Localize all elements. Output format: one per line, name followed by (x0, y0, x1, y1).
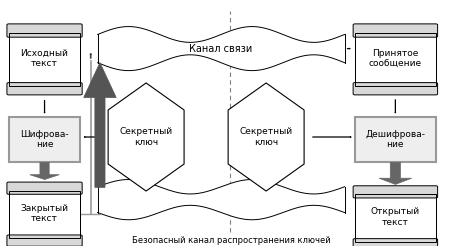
Polygon shape (379, 162, 412, 185)
FancyBboxPatch shape (7, 182, 82, 194)
Polygon shape (228, 83, 304, 191)
Text: Открытый
текст: Открытый текст (371, 207, 420, 227)
Polygon shape (98, 27, 344, 71)
Polygon shape (108, 83, 184, 191)
FancyBboxPatch shape (353, 82, 438, 95)
FancyBboxPatch shape (355, 117, 436, 162)
FancyBboxPatch shape (9, 33, 80, 86)
FancyBboxPatch shape (9, 117, 80, 162)
FancyBboxPatch shape (7, 82, 82, 95)
Text: Дешифрова-
ние: Дешифрова- ние (365, 130, 425, 149)
Text: Безопасный канал распространения ключей: Безопасный канал распространения ключей (132, 236, 331, 245)
Text: Закрытый
текст: Закрытый текст (20, 204, 69, 223)
Text: Принятое
сообщение: Принятое сообщение (369, 49, 422, 68)
Text: Исходный
текст: Исходный текст (21, 49, 69, 68)
Text: Шифрова-
ние: Шифрова- ние (20, 130, 69, 149)
FancyBboxPatch shape (355, 194, 436, 242)
FancyBboxPatch shape (9, 190, 80, 238)
Text: Секретный
ключ: Секретный ключ (239, 127, 293, 147)
FancyBboxPatch shape (7, 24, 82, 37)
Polygon shape (30, 162, 59, 180)
Text: Секретный
ключ: Секретный ключ (119, 127, 173, 147)
FancyBboxPatch shape (355, 33, 436, 86)
Polygon shape (98, 180, 344, 220)
Text: Канал связи: Канал связи (189, 43, 253, 54)
FancyBboxPatch shape (7, 235, 82, 246)
FancyBboxPatch shape (353, 186, 438, 198)
Polygon shape (84, 62, 116, 187)
FancyBboxPatch shape (353, 239, 438, 247)
FancyBboxPatch shape (353, 24, 438, 37)
